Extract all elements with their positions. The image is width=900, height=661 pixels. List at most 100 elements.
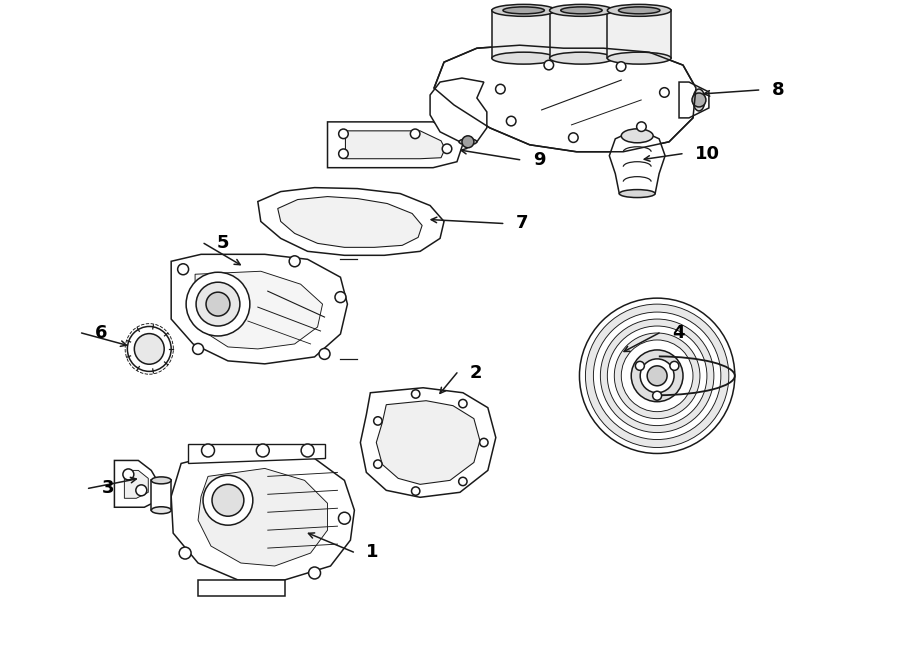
Polygon shape	[278, 196, 422, 247]
Circle shape	[480, 438, 488, 447]
Ellipse shape	[619, 190, 655, 198]
Polygon shape	[114, 461, 158, 507]
Polygon shape	[608, 11, 671, 58]
Circle shape	[256, 444, 269, 457]
Ellipse shape	[550, 5, 613, 17]
Circle shape	[338, 149, 348, 159]
Text: 8: 8	[771, 81, 784, 99]
Circle shape	[212, 485, 244, 516]
Polygon shape	[346, 131, 445, 159]
Text: 3: 3	[102, 479, 114, 497]
Ellipse shape	[134, 334, 164, 364]
Circle shape	[179, 547, 191, 559]
Ellipse shape	[128, 327, 171, 371]
Circle shape	[309, 567, 320, 579]
Circle shape	[335, 292, 346, 303]
Circle shape	[193, 344, 203, 354]
Circle shape	[647, 366, 667, 386]
Circle shape	[186, 272, 250, 336]
Circle shape	[462, 136, 474, 148]
Ellipse shape	[608, 5, 671, 17]
Polygon shape	[188, 444, 325, 463]
Text: 10: 10	[695, 145, 720, 163]
Circle shape	[411, 487, 420, 495]
Circle shape	[177, 264, 189, 275]
Polygon shape	[609, 129, 665, 194]
Ellipse shape	[151, 507, 171, 514]
Text: 1: 1	[366, 543, 379, 561]
Polygon shape	[328, 122, 463, 168]
Ellipse shape	[561, 7, 602, 14]
Circle shape	[615, 333, 700, 418]
Ellipse shape	[459, 139, 477, 145]
Polygon shape	[376, 401, 480, 485]
Circle shape	[374, 460, 382, 468]
Circle shape	[459, 477, 467, 486]
Polygon shape	[151, 481, 171, 510]
Polygon shape	[360, 388, 496, 497]
Circle shape	[608, 326, 706, 426]
Ellipse shape	[621, 129, 653, 143]
Circle shape	[580, 298, 734, 453]
Circle shape	[123, 469, 134, 480]
Ellipse shape	[491, 5, 555, 17]
Circle shape	[507, 116, 516, 126]
Circle shape	[600, 319, 714, 432]
Circle shape	[206, 292, 230, 316]
Circle shape	[338, 129, 348, 139]
Circle shape	[585, 304, 729, 447]
Polygon shape	[171, 254, 347, 364]
Polygon shape	[434, 45, 696, 152]
Circle shape	[660, 88, 670, 97]
Text: 5: 5	[217, 235, 230, 253]
Circle shape	[692, 93, 706, 107]
Polygon shape	[679, 82, 709, 118]
Polygon shape	[195, 271, 322, 349]
Circle shape	[636, 122, 646, 132]
Polygon shape	[257, 188, 444, 255]
Circle shape	[289, 256, 300, 267]
Circle shape	[302, 444, 314, 457]
Ellipse shape	[151, 477, 171, 484]
Ellipse shape	[491, 52, 555, 64]
Text: 7: 7	[516, 214, 528, 233]
Circle shape	[202, 444, 214, 457]
Circle shape	[196, 282, 240, 326]
Polygon shape	[430, 78, 487, 142]
Ellipse shape	[550, 52, 613, 64]
Polygon shape	[198, 469, 328, 566]
Circle shape	[203, 475, 253, 525]
Text: 6: 6	[94, 324, 107, 342]
Ellipse shape	[503, 7, 544, 14]
Text: 9: 9	[533, 151, 545, 169]
Circle shape	[442, 144, 452, 153]
Circle shape	[616, 61, 625, 71]
Circle shape	[635, 362, 644, 370]
Circle shape	[411, 390, 420, 398]
Circle shape	[410, 129, 420, 139]
Text: 4: 4	[672, 324, 685, 342]
Polygon shape	[550, 11, 613, 58]
Text: 2: 2	[470, 364, 482, 382]
Circle shape	[652, 391, 662, 400]
Polygon shape	[124, 471, 148, 498]
Circle shape	[621, 340, 693, 412]
Circle shape	[670, 362, 679, 370]
Ellipse shape	[608, 52, 671, 64]
Ellipse shape	[618, 7, 660, 14]
Circle shape	[459, 399, 467, 408]
Circle shape	[136, 485, 147, 496]
Circle shape	[374, 416, 382, 425]
Polygon shape	[171, 451, 355, 580]
Ellipse shape	[693, 89, 705, 111]
Circle shape	[338, 512, 350, 524]
Polygon shape	[198, 580, 284, 596]
Circle shape	[544, 60, 554, 70]
Circle shape	[640, 359, 674, 393]
Polygon shape	[491, 11, 555, 58]
Circle shape	[320, 348, 330, 360]
Circle shape	[631, 350, 683, 402]
Circle shape	[569, 133, 578, 142]
Circle shape	[593, 312, 721, 440]
Circle shape	[496, 85, 505, 94]
